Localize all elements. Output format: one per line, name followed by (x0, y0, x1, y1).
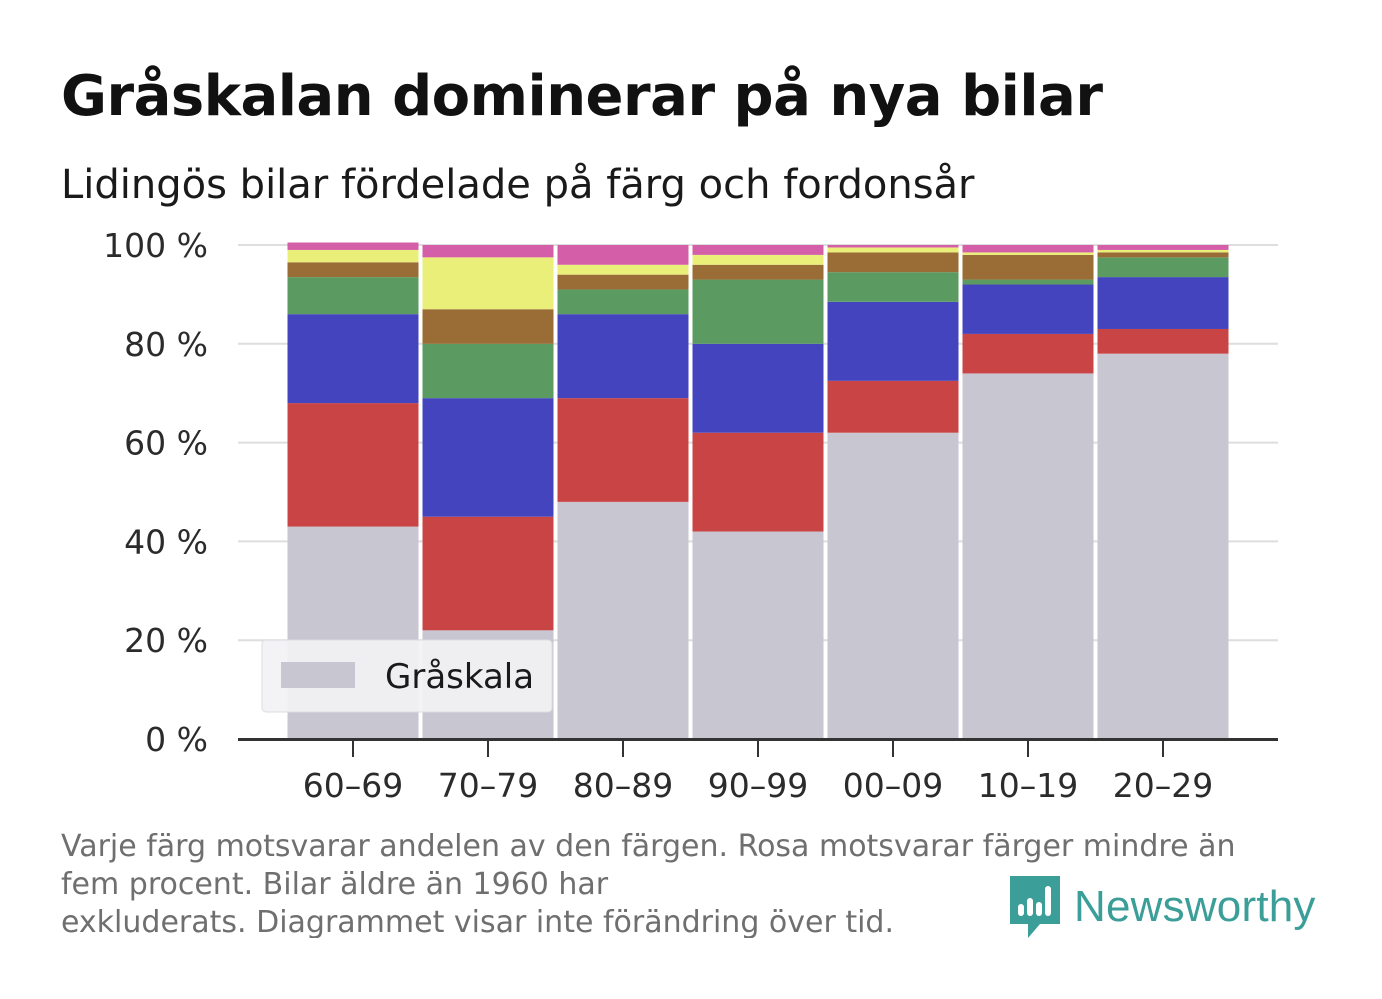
bar-segment[interactable] (422, 245, 554, 258)
bar-segment[interactable] (692, 264, 824, 280)
bar-segment[interactable] (962, 284, 1094, 334)
footnote-line-1: Varje färg motsvarar andelen av den färg… (61, 829, 1236, 864)
bar-segment[interactable] (692, 245, 824, 255)
bar-segment[interactable] (1097, 252, 1229, 258)
bar-segment[interactable] (287, 242, 419, 250)
legend: Gråskala (261, 639, 553, 713)
bar-segment[interactable] (692, 279, 824, 344)
bar-segment[interactable] (962, 333, 1094, 374)
y-axis-ticks: 0 % 20 % 40 % 60 % 80 % 100 % (103, 226, 208, 759)
y-tick-label: 60 % (124, 424, 208, 463)
bar-segment[interactable] (287, 403, 419, 527)
bar-segment[interactable] (287, 249, 419, 263)
bar-segment[interactable] (827, 432, 959, 739)
bar-segment[interactable] (422, 398, 554, 517)
stacked-bar-chart: 0 % 20 % 40 % 60 % 80 % 100 % 60–69 70–79 80–89… (103, 226, 1278, 805)
legend-swatch-gråskala (281, 662, 355, 688)
x-tick-label: 60–69 (303, 766, 403, 805)
bar-segment[interactable] (287, 277, 419, 315)
bar-segment[interactable] (422, 257, 554, 310)
bar-segment[interactable] (557, 398, 689, 502)
y-tick-label: 40 % (124, 522, 208, 561)
y-tick-label: 20 % (124, 621, 208, 660)
x-axis: 60–69 70–79 80–89 90–99 00–09 10–19 20–29 (238, 738, 1278, 805)
bar-segment[interactable] (962, 245, 1094, 253)
bar-segment[interactable] (557, 314, 689, 399)
bar-segment[interactable] (827, 245, 959, 248)
bar-segment[interactable] (962, 373, 1094, 739)
footnote: Varje färg motsvarar andelen av den färg… (61, 828, 1301, 938)
bar-segment[interactable] (287, 314, 419, 404)
bar-segment[interactable] (557, 274, 689, 290)
bar-segment[interactable] (692, 254, 824, 265)
x-tick-label: 80–89 (573, 766, 673, 805)
bar-segment[interactable] (1097, 249, 1229, 253)
bar-segment[interactable] (1097, 245, 1229, 250)
bar-segment[interactable] (557, 264, 689, 275)
bar-segment[interactable] (557, 289, 689, 315)
brand[interactable]: Newsworthy (1010, 876, 1316, 938)
y-tick-label: 100 % (103, 226, 208, 265)
bar-segment[interactable] (827, 301, 959, 381)
y-tick-label: 0 % (145, 720, 208, 759)
bar-segment[interactable] (1097, 257, 1229, 278)
x-tick-label: 10–19 (978, 766, 1078, 805)
bar-segment[interactable] (692, 343, 824, 433)
bar-segment[interactable] (962, 254, 1094, 280)
bar-segment[interactable] (422, 343, 554, 399)
bar-segment[interactable] (287, 262, 419, 278)
x-tick-label: 00–09 (843, 766, 943, 805)
x-tick-label: 70–79 (438, 766, 538, 805)
chart-title: Gråskalan dominerar på nya bilar (61, 64, 1103, 129)
footnote-line-2: fem procent. Bilar äldre än 1960 har (61, 867, 609, 902)
bar-segment[interactable] (557, 245, 689, 265)
bar-segment[interactable] (827, 252, 959, 273)
bar-segment[interactable] (422, 516, 554, 631)
x-tick-label: 90–99 (708, 766, 808, 805)
chart-subtitle: Lidingös bilar fördelade på färg och for… (61, 162, 975, 208)
legend-label: Gråskala (385, 657, 534, 697)
bar-segment[interactable] (827, 380, 959, 433)
x-tick-label: 20–29 (1113, 766, 1213, 805)
bar-segment[interactable] (557, 501, 689, 739)
bar-segment[interactable] (827, 272, 959, 302)
bar-segment[interactable] (827, 247, 959, 253)
bar-segment[interactable] (692, 432, 824, 532)
footnote-line-3: exkluderats. Diagrammet visar inte förän… (61, 905, 895, 938)
brand-name: Newsworthy (1074, 882, 1316, 931)
bar-segment[interactable] (1097, 353, 1229, 739)
newsworthy-logo-icon (1010, 876, 1060, 938)
legend-background (261, 639, 553, 713)
bar-segment[interactable] (962, 279, 1094, 285)
bar-segment[interactable] (1097, 277, 1229, 329)
bar-segment[interactable] (1097, 328, 1229, 354)
bar-segment[interactable] (692, 531, 824, 739)
bar-segment[interactable] (422, 309, 554, 344)
y-tick-label: 80 % (124, 325, 208, 364)
bar-segment[interactable] (962, 252, 1094, 255)
